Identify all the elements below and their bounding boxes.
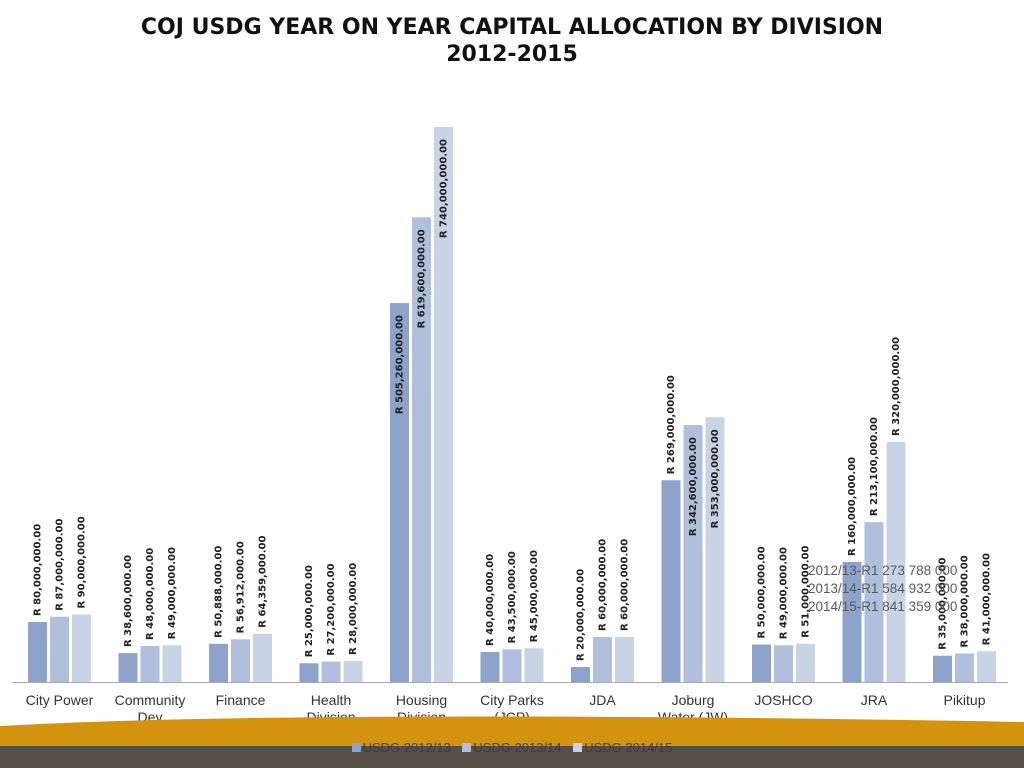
bar-health-division-usdg-2012-13 [299, 663, 319, 682]
bar-city-parks-jcp-usdg-2013-14 [502, 649, 522, 682]
data-label-jra-usdg-2012-13: R 160,000,000.00 [847, 457, 858, 556]
data-label-pikitup-usdg-2013-14: R 38,000,000.00 [960, 555, 971, 647]
category-label-pikitup: Pikitup [943, 692, 985, 708]
bar-city-power-usdg-2013-14 [50, 616, 69, 682]
category-label-jda: JDA [589, 692, 616, 708]
bar-finance-usdg-2013-14 [231, 639, 250, 682]
bars-group [28, 127, 996, 683]
legend-swatch-2013-14 [462, 743, 472, 752]
bar-pikitup-usdg-2013-14 [955, 653, 974, 682]
data-label-jra-usdg-2014-15: R 320,000,000.00 [891, 337, 902, 436]
data-label-pikitup-usdg-2014-15: R 41,000,000.00 [982, 553, 993, 645]
data-label-pikitup-usdg-2012-13: R 35,000,000.00 [938, 558, 949, 650]
data-label-finance-usdg-2013-14: R 56,912,000.00 [236, 541, 247, 633]
data-label-community-dev-usdg-2012-13: R 38,600,000.00 [123, 555, 134, 647]
legend-label-2014-15: USDG 2014/15 [584, 740, 673, 755]
bar-finance-usdg-2014-15 [253, 633, 272, 682]
bar-city-parks-jcp-usdg-2014-15 [524, 648, 544, 682]
legend-item-2013-14: USDG 2013/14 [462, 740, 562, 755]
bar-jra-usdg-2013-14 [864, 522, 884, 682]
data-label-joburg-water-jw-usdg-2014-15: R 353,000,000.00 [710, 429, 721, 528]
bar-pikitup-usdg-2014-15 [977, 651, 996, 682]
data-label-joburg-water-jw-usdg-2012-13: R 269,000,000.00 [666, 375, 677, 474]
data-label-finance-usdg-2012-13: R 50,888,000.00 [214, 546, 225, 638]
data-label-jda-usdg-2013-14: R 60,000,000.00 [598, 539, 609, 631]
footer-decorative-band [0, 716, 1024, 768]
data-label-housing-division-usdg-2013-14: R 619,600,000.00 [417, 229, 428, 328]
bar-health-division-usdg-2013-14 [321, 661, 341, 682]
bar-pikitup-usdg-2012-13 [933, 655, 952, 682]
category-label-community-dev-line-1: Community [115, 692, 186, 708]
total-2013-14: 2013/14-R1 584 932 000 [808, 581, 958, 596]
bar-city-power-usdg-2012-13 [28, 622, 47, 682]
bar-city-power-usdg-2014-15 [72, 614, 91, 682]
legend-item-2014-15: USDG 2014/15 [573, 740, 672, 755]
category-label-health-division-line-1: Health [311, 692, 351, 708]
bar-joshco-usdg-2012-13 [752, 644, 771, 682]
bar-joburg-water-jw-usdg-2013-14 [683, 425, 703, 682]
category-label-finance: Finance [216, 692, 266, 708]
bar-joburg-water-jw-usdg-2012-13 [661, 480, 681, 682]
bar-labels-group: R 80,000,000.00 R 87,000,000.00 R 90,000,0… [33, 139, 993, 661]
bar-community-dev-usdg-2013-14 [140, 646, 160, 682]
footer-dark-band [0, 746, 1024, 768]
category-label-joburg-water-jw-line-1: Joburg [672, 692, 715, 708]
data-label-city-parks-jcp-usdg-2014-15: R 45,000,000.00 [529, 550, 540, 642]
total-2012-13: 2012/13-R1 273 788 000 [808, 563, 958, 578]
bar-health-division-usdg-2014-15 [343, 661, 363, 682]
data-label-jra-usdg-2013-14: R 213,100,000.00 [869, 417, 880, 516]
data-label-health-division-usdg-2013-14: R 27,200,000.00 [326, 563, 337, 655]
legend-label-2013-14: USDG 2013/14 [473, 740, 562, 755]
data-label-health-division-usdg-2012-13: R 25,000,000.00 [304, 565, 315, 657]
bar-jda-usdg-2012-13 [571, 667, 590, 682]
data-label-joshco-usdg-2012-13: R 50,000,000.00 [757, 546, 768, 638]
bar-joburg-water-jw-usdg-2014-15 [705, 417, 725, 682]
data-label-city-power-usdg-2012-13: R 80,000,000.00 [33, 524, 44, 616]
data-label-housing-division-usdg-2012-13: R 505,260,000.00 [395, 315, 406, 414]
category-label-city-power: City Power [26, 692, 94, 708]
category-label-city-parks-jcp-line-1: City Parks [480, 692, 544, 708]
bar-finance-usdg-2012-13 [209, 643, 228, 682]
data-label-joshco-usdg-2013-14: R 49,000,000.00 [779, 547, 790, 639]
category-label-housing-division-line-1: Housing [396, 692, 447, 708]
bar-jda-usdg-2014-15 [615, 637, 634, 682]
bar-housing-division-usdg-2014-15 [434, 127, 453, 682]
legend-swatch-2014-15 [573, 743, 583, 752]
data-label-joshco-usdg-2014-15: R 51,000,000.00 [801, 546, 812, 638]
chart-title: COJ USDG YEAR ON YEAR CAPITAL ALLOCATION… [0, 14, 1024, 68]
bar-housing-division-usdg-2012-13 [390, 303, 409, 682]
data-label-housing-division-usdg-2014-15: R 740,000,000.00 [439, 139, 450, 238]
data-label-city-power-usdg-2013-14: R 87,000,000.00 [55, 519, 66, 611]
bar-jra-usdg-2014-15 [886, 442, 906, 682]
data-label-city-power-usdg-2014-15: R 90,000,000.00 [77, 516, 88, 608]
category-label-joshco: JOSHCO [754, 692, 812, 708]
bar-jra-usdg-2012-13 [842, 562, 862, 682]
chart-legend: USDG 2012/13 USDG 2013/14 USDG 2014/15 [0, 740, 1024, 758]
legend-item-2012-13: USDG 2012/13 [351, 740, 451, 755]
legend-swatch-2012-13 [351, 743, 361, 752]
bar-joshco-usdg-2014-15 [796, 643, 815, 682]
bar-jda-usdg-2013-14 [593, 637, 612, 682]
total-2014-15: 2014/15-R1 841 359 000 [808, 599, 958, 614]
legend-label-2012-13: USDG 2012/13 [362, 740, 451, 755]
data-label-joburg-water-jw-usdg-2013-14: R 342,600,000.00 [688, 437, 699, 536]
data-label-community-dev-usdg-2013-14: R 48,000,000.00 [145, 548, 156, 640]
data-label-health-division-usdg-2014-15: R 28,000,000.00 [348, 563, 359, 655]
bar-community-dev-usdg-2014-15 [162, 645, 182, 682]
bar-community-dev-usdg-2012-13 [118, 653, 138, 682]
bar-joshco-usdg-2013-14 [774, 645, 793, 682]
bar-housing-division-usdg-2013-14 [412, 217, 431, 683]
data-label-finance-usdg-2014-15: R 64,359,000.00 [258, 536, 269, 628]
chart-title-line-2: 2012-2015 [446, 42, 578, 67]
data-label-jda-usdg-2014-15: R 60,000,000.00 [620, 539, 631, 631]
data-label-jda-usdg-2012-13: R 20,000,000.00 [576, 569, 587, 661]
category-label-jra: JRA [861, 692, 888, 708]
data-label-city-parks-jcp-usdg-2012-13: R 40,000,000.00 [485, 554, 496, 646]
data-label-city-parks-jcp-usdg-2013-14: R 43,500,000.00 [507, 551, 518, 643]
chart-title-line-1: COJ USDG YEAR ON YEAR CAPITAL ALLOCATION… [140, 15, 884, 40]
data-label-community-dev-usdg-2014-15: R 49,000,000.00 [167, 547, 178, 639]
bar-city-parks-jcp-usdg-2012-13 [480, 652, 500, 682]
totals-annotation: 2012/13-R1 273 788 000 2013/14-R1 584 93… [808, 562, 957, 616]
